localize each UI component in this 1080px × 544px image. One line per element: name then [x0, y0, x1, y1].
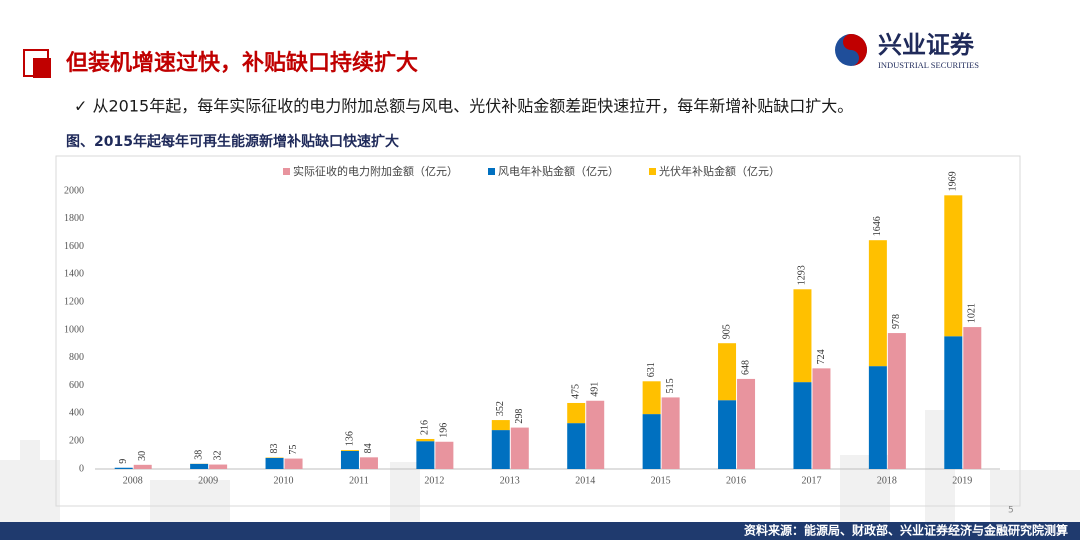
slide-title: 但装机增速过快，补贴缺口持续扩大 — [66, 50, 418, 76]
value-label: 978 — [891, 314, 902, 329]
y-tick-label: 1400 — [64, 269, 84, 280]
bar-segment — [718, 343, 736, 400]
stack-total-label: 475 — [571, 384, 582, 399]
bar-segment — [492, 430, 510, 469]
x-tick-label: 2019 — [952, 475, 972, 486]
stack-total-label: 9 — [118, 459, 129, 464]
bar-segment — [793, 382, 811, 469]
value-label: 491 — [590, 382, 601, 397]
y-tick-label: 1800 — [64, 213, 84, 224]
bar — [888, 333, 906, 469]
bar-segment — [115, 468, 133, 469]
value-label: 32 — [212, 451, 223, 461]
bar — [435, 442, 453, 469]
stack-total-label: 83 — [269, 443, 280, 453]
bar-segment — [416, 439, 434, 441]
stack-total-label: 1646 — [872, 216, 883, 236]
bar — [360, 457, 378, 469]
bar-segment — [266, 458, 284, 469]
bar — [209, 465, 227, 469]
bar-segment — [718, 400, 736, 469]
legend-label: 光伏年补贴金额（亿元） — [659, 164, 780, 178]
x-tick-label: 2018 — [877, 475, 897, 486]
bar — [134, 465, 152, 469]
bar — [586, 401, 604, 469]
bar — [737, 379, 755, 469]
legend-label: 实际征收的电力附加金额（亿元） — [293, 164, 458, 178]
skyline — [0, 410, 1080, 522]
x-tick-label: 2016 — [726, 475, 746, 486]
page-number: 5 — [1008, 506, 1014, 516]
bar-segment — [341, 450, 359, 451]
legend-label: 风电年补贴金额（亿元） — [498, 164, 619, 178]
y-tick-label: 1000 — [64, 324, 84, 335]
bar-segment — [869, 240, 887, 366]
source: 资料来源：能源局、财政部、兴业证券经济与金融研究院测算 — [744, 523, 1068, 538]
bar — [511, 428, 529, 469]
chart-title: 图、2015年起每年可再生能源新增补贴缺口快速扩大 — [66, 133, 399, 150]
stack-total-label: 631 — [646, 362, 657, 377]
title-icon-fill — [33, 58, 51, 78]
stack-total-label: 136 — [344, 431, 355, 446]
y-tick-label: 400 — [69, 408, 84, 419]
stack-total-label: 352 — [495, 401, 506, 416]
x-tick-label: 2009 — [198, 475, 218, 486]
legend-swatch — [488, 168, 495, 175]
stack-total-label: 1969 — [948, 171, 959, 191]
x-tick-label: 2017 — [801, 475, 821, 486]
y-tick-label: 1600 — [64, 241, 84, 252]
value-label: 1021 — [967, 303, 978, 323]
bar-segment — [190, 464, 208, 469]
bar-segment — [944, 195, 962, 336]
value-label: 648 — [740, 360, 751, 375]
x-tick-label: 2010 — [274, 475, 294, 486]
bullet: ✓ 从2015年起，每年实际征收的电力附加总额与风电、光伏补贴金额差距快速拉开，… — [74, 97, 853, 116]
stack-total-label: 1293 — [797, 265, 808, 285]
y-tick-label: 2000 — [64, 185, 84, 196]
x-tick-label: 2012 — [424, 475, 444, 486]
bar-segment — [643, 381, 661, 414]
y-tick-label: 800 — [69, 352, 84, 363]
bar — [812, 368, 830, 469]
legend-swatch — [649, 168, 656, 175]
legend-swatch — [283, 168, 290, 175]
value-label: 298 — [514, 409, 525, 424]
logo-en: INDUSTRIAL SECURITIES — [878, 60, 979, 70]
bar — [963, 327, 981, 469]
bar — [285, 459, 303, 469]
logo-name: 兴业证券 — [878, 31, 975, 59]
stack-total-label: 905 — [721, 324, 732, 339]
x-tick-label: 2011 — [349, 475, 369, 486]
x-tick-label: 2014 — [575, 475, 595, 486]
x-tick-label: 2015 — [651, 475, 671, 486]
value-label: 515 — [665, 378, 676, 393]
bar — [662, 397, 680, 469]
bar-segment — [341, 451, 359, 469]
value-label: 75 — [288, 445, 299, 455]
bar-segment — [793, 289, 811, 382]
stack-total-label: 216 — [420, 420, 431, 435]
chart: 0 200 400 600 800 1000 1200 1400 1600 1800 2000 实际征… — [64, 164, 1000, 486]
y-tick-label: 600 — [69, 380, 84, 391]
stack-total-label: 38 — [193, 450, 204, 460]
x-tick-label: 2008 — [123, 475, 143, 486]
bar-segment — [567, 403, 585, 423]
x-tick-label: 2013 — [500, 475, 520, 486]
y-tick-label: 200 — [69, 435, 84, 446]
bar-segment — [492, 420, 510, 430]
bar-segment — [869, 366, 887, 469]
bar-segment — [416, 441, 434, 469]
value-label: 724 — [816, 349, 827, 364]
bar-segment — [643, 414, 661, 469]
bar-segment — [944, 336, 962, 469]
bar-segment — [567, 423, 585, 469]
value-label: 196 — [439, 423, 450, 438]
y-tick-label: 1200 — [64, 296, 84, 307]
y-tick-label: 0 — [79, 463, 84, 474]
value-label: 84 — [363, 443, 374, 453]
value-label: 30 — [137, 451, 148, 461]
